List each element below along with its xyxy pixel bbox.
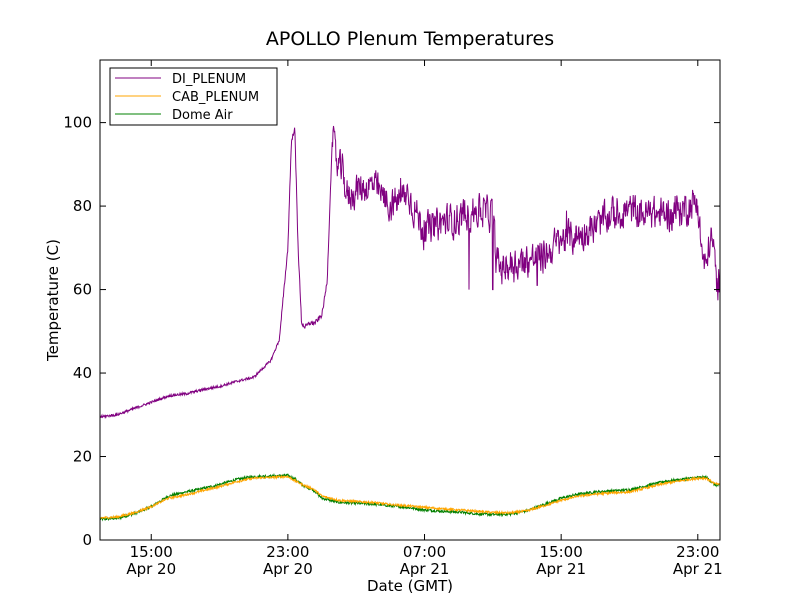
plot-area <box>99 125 721 522</box>
y-tick-label: 20 <box>73 448 92 466</box>
x-tick-label-time: 23:00 <box>266 543 309 561</box>
y-axis: 0 20 40 60 80 100 <box>63 114 720 549</box>
x-tick-label-date: Apr 21 <box>536 560 586 578</box>
plot-frame <box>99 59 721 541</box>
y-axis-label: Temperature (C) <box>44 239 62 362</box>
x-tick-label-date: Apr 21 <box>400 560 450 578</box>
x-tick-label-time: 23:00 <box>676 543 719 561</box>
legend-label: CAB_PLENUM <box>172 90 259 105</box>
series-line-dome-air <box>99 472 721 522</box>
y-tick-label: 0 <box>82 531 92 549</box>
legend-label: Dome Air <box>172 108 233 123</box>
x-tick-label-date: Apr 21 <box>673 560 723 578</box>
y-tick-label: 80 <box>73 197 92 215</box>
y-tick-label: 40 <box>73 364 92 382</box>
y-tick-label: 100 <box>63 114 92 132</box>
series-line-di-plenum <box>100 125 721 420</box>
legend: DI_PLENUM CAB_PLENUM Dome Air <box>109 67 278 126</box>
x-tick-label-time: 07:00 <box>403 543 446 561</box>
series-line-cab-plenum <box>99 474 721 520</box>
legend-label: DI_PLENUM <box>172 72 246 87</box>
chart-title: APOLLO Plenum Temperatures <box>266 28 554 50</box>
x-tick-label-date: Apr 20 <box>263 560 313 578</box>
x-tick-label-date: Apr 20 <box>126 560 176 578</box>
x-axis-label: Date (GMT) <box>367 577 453 595</box>
x-tick-label-time: 15:00 <box>130 543 173 561</box>
x-tick-label-time: 15:00 <box>540 543 583 561</box>
y-tick-label: 60 <box>73 281 92 299</box>
